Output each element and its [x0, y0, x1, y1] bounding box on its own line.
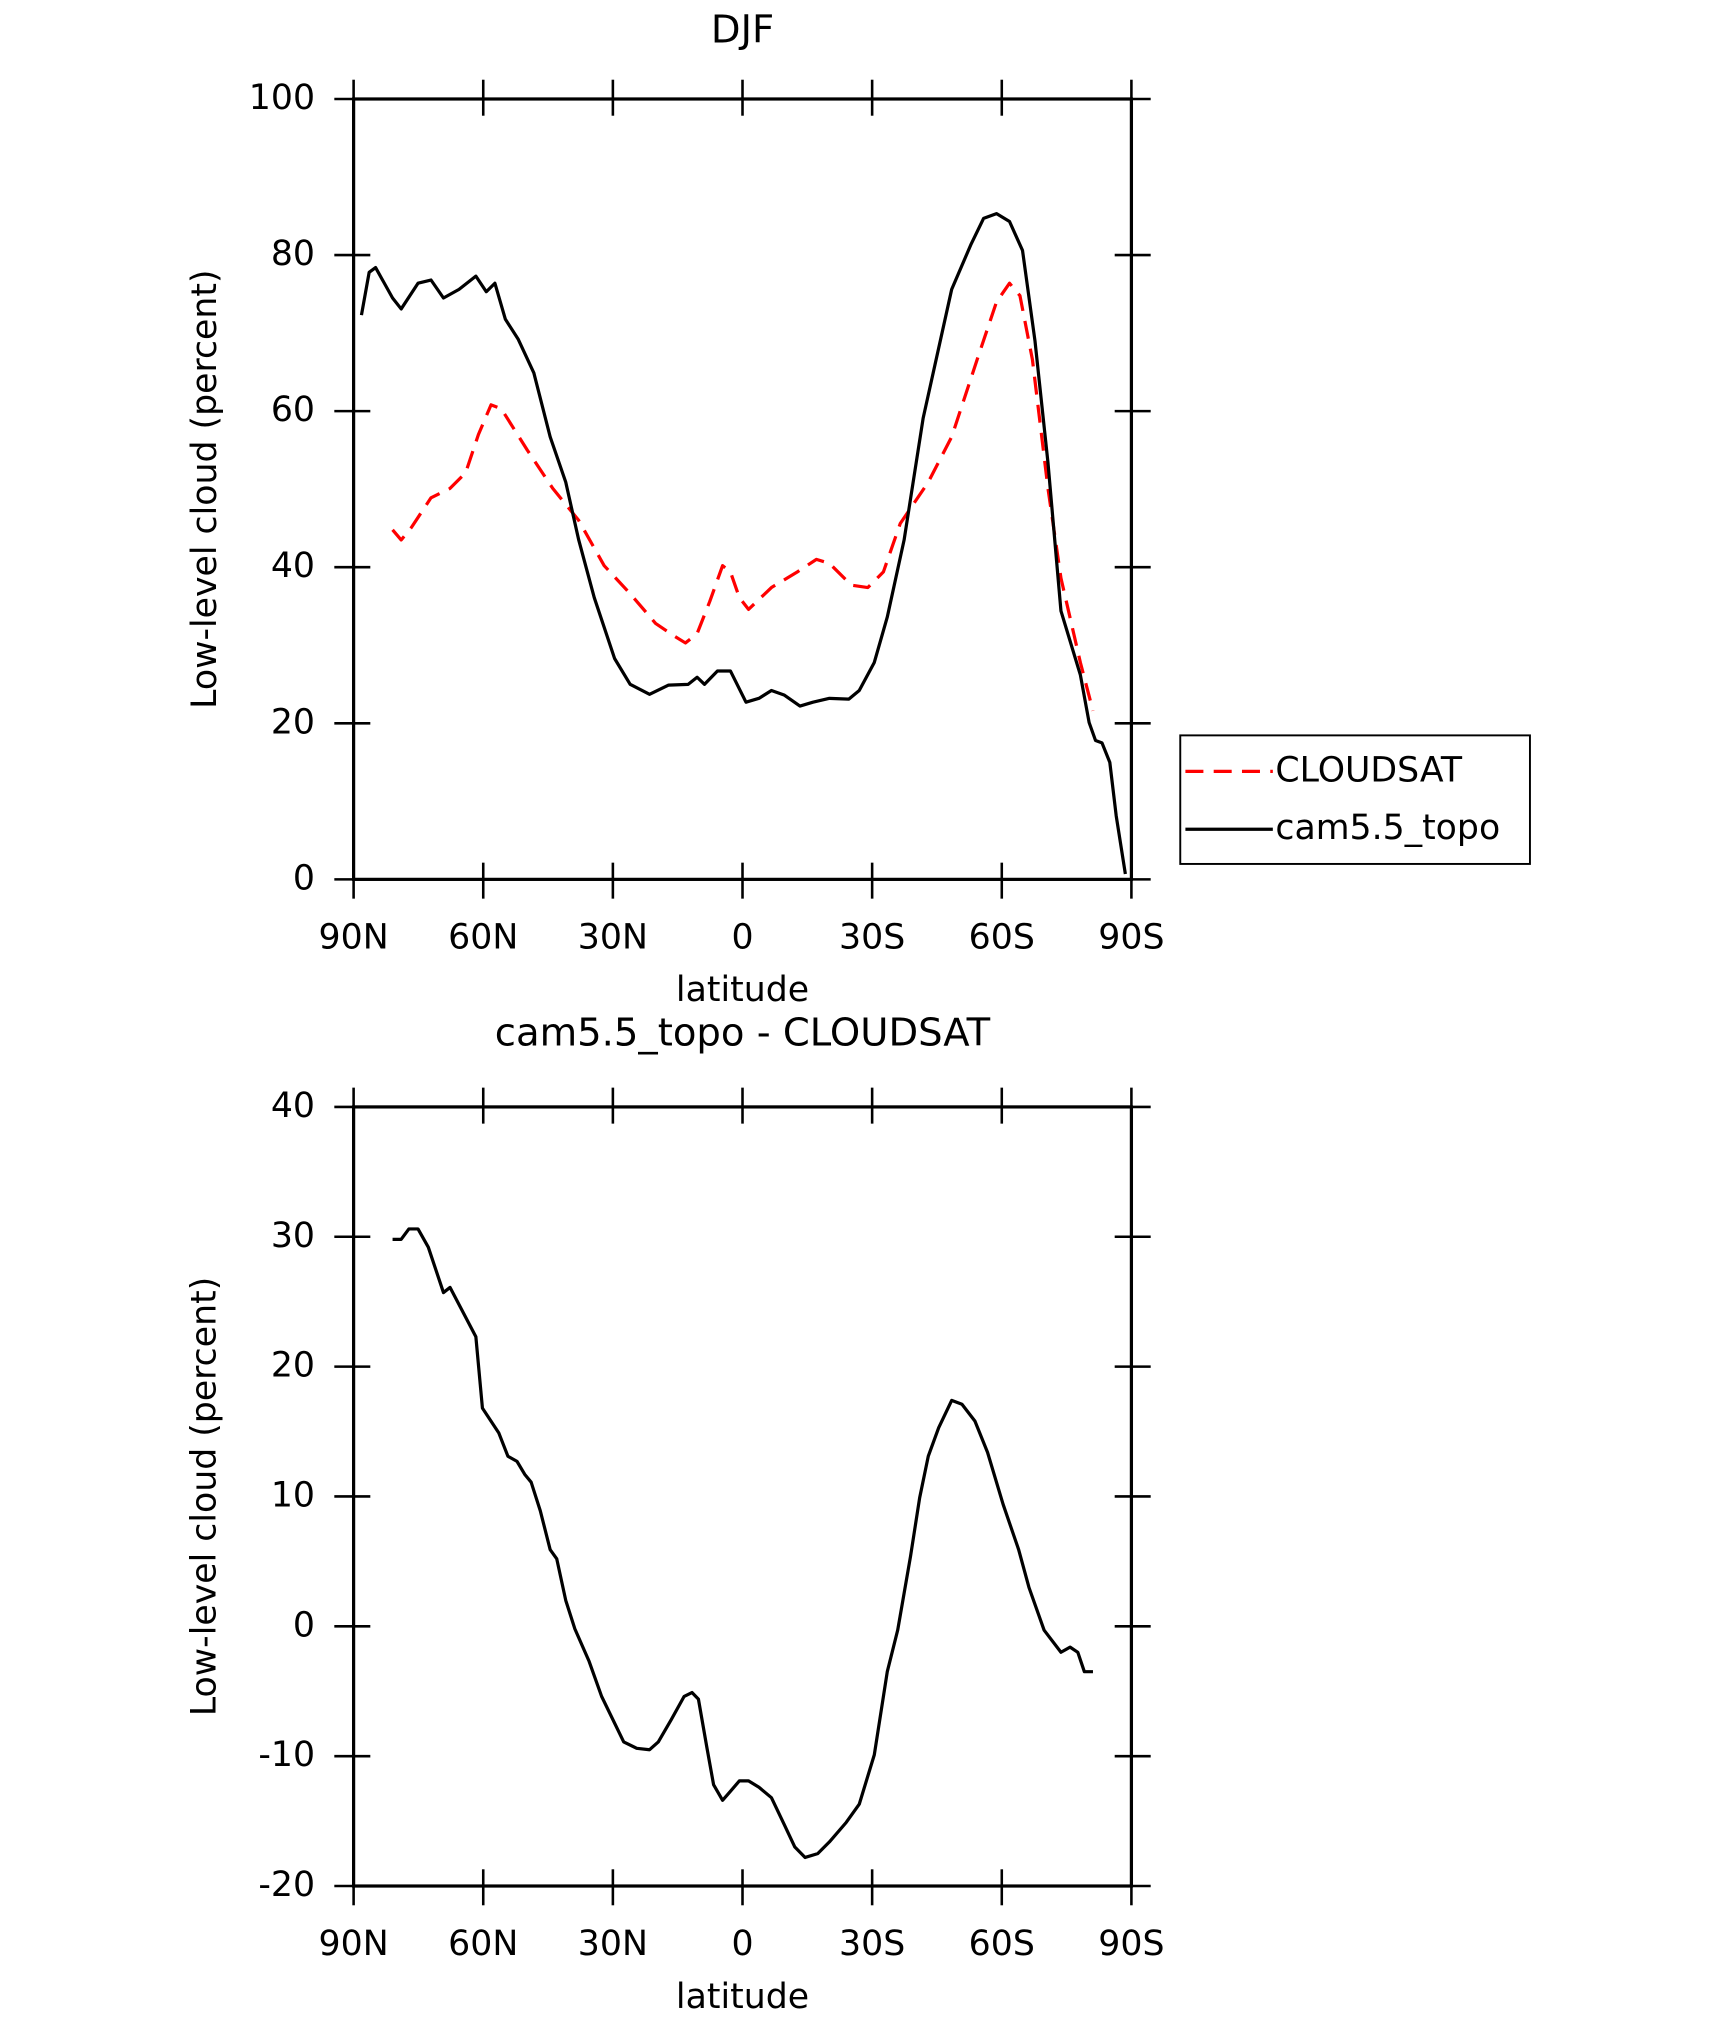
- x-tick-label: 60N: [448, 1924, 518, 1964]
- legend-label: cam5.5_topo: [1275, 808, 1500, 848]
- x-tick-label: 90N: [319, 1924, 389, 1964]
- y-tick-label: 20: [271, 702, 315, 742]
- x-tick-label: 90N: [319, 918, 389, 958]
- y-tick-label: -10: [258, 1735, 315, 1775]
- x-tick-label: 30N: [578, 1924, 648, 1964]
- y-tick-label: 30: [271, 1216, 315, 1256]
- y-tick-label: -20: [258, 1865, 315, 1905]
- y-axis-label: Low-level cloud (percent): [185, 1277, 225, 1716]
- y-tick-label: 20: [271, 1346, 315, 1386]
- x-axis-label: latitude: [676, 1977, 809, 2017]
- x-axis-label: latitude: [676, 970, 809, 1010]
- x-tick-label: 60S: [969, 1924, 1035, 1964]
- plot-frame: [351, 1105, 1134, 1888]
- legend-box: [1179, 734, 1531, 865]
- x-tick-label: 30S: [839, 1924, 905, 1964]
- y-tick-label: 40: [271, 546, 315, 586]
- y-tick-label: 10: [271, 1475, 315, 1515]
- data-line: [391, 281, 1095, 712]
- chart-title: DJF: [711, 8, 774, 53]
- data-line: [392, 1227, 1093, 1860]
- y-axis-label: Low-level cloud (percent): [185, 269, 225, 708]
- chart-title: cam5.5_topo - CLOUDSAT: [495, 1010, 991, 1055]
- y-tick-label: 100: [249, 78, 315, 118]
- x-tick-label: 90S: [1098, 1924, 1164, 1964]
- plot-frame: [351, 97, 1134, 881]
- y-tick-label: 0: [293, 858, 315, 898]
- legend-label: CLOUDSAT: [1275, 750, 1462, 790]
- x-tick-label: 0: [731, 918, 753, 958]
- x-tick-label: 30S: [839, 918, 905, 958]
- y-tick-label: 0: [293, 1605, 315, 1645]
- x-tick-label: 0: [731, 1924, 753, 1964]
- x-tick-label: 60N: [448, 918, 518, 958]
- x-tick-label: 60S: [969, 918, 1035, 958]
- x-tick-label: 90S: [1098, 918, 1164, 958]
- y-tick-label: 40: [271, 1086, 315, 1126]
- y-tick-label: 60: [271, 390, 315, 430]
- data-line: [359, 212, 1127, 875]
- y-tick-label: 80: [271, 234, 315, 274]
- x-tick-label: 30N: [578, 918, 648, 958]
